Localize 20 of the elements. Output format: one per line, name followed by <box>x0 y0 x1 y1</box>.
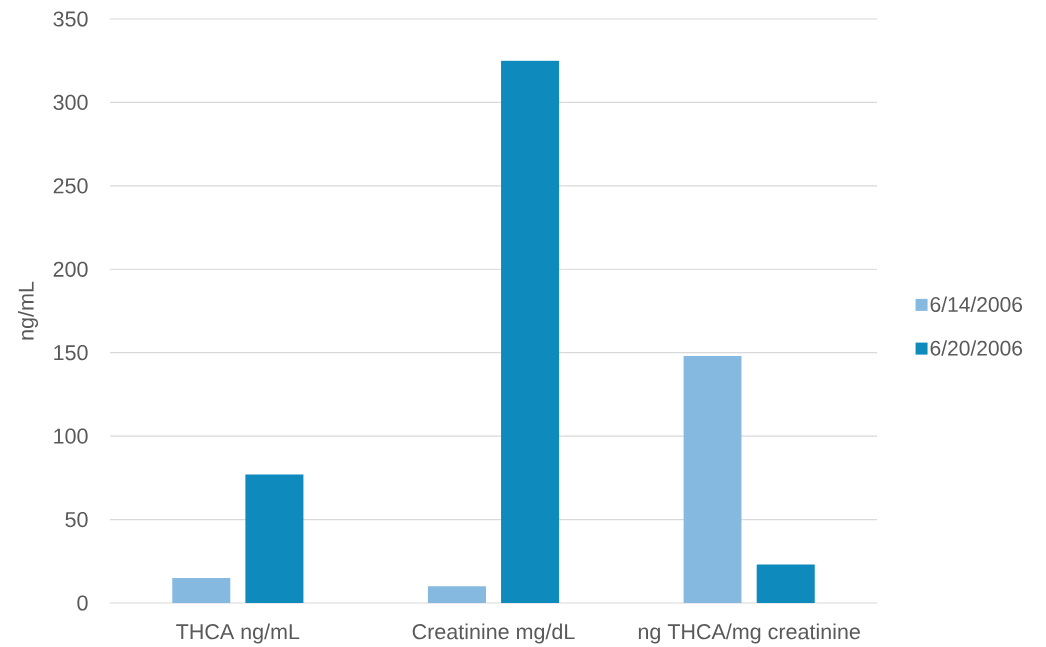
bar <box>756 564 815 603</box>
y-tick-label: 0 <box>77 595 88 611</box>
bar <box>427 586 486 603</box>
bar <box>172 577 231 603</box>
y-tick-label: 150 <box>54 345 88 361</box>
y-tick-label: 50 <box>65 511 88 528</box>
legend-label: 6/14/2006 <box>930 296 1023 312</box>
y-axis-title: ng/mL <box>17 281 39 340</box>
y-tick-label: 250 <box>53 178 88 194</box>
y-tick-label: 350 <box>53 11 88 27</box>
x-tick-label: ng THCA/mg creatinine <box>638 623 860 644</box>
legend-label: 6/20/2006 <box>930 340 1023 356</box>
y-tick-label: 300 <box>53 94 88 111</box>
bar <box>501 60 560 603</box>
bar <box>683 356 742 603</box>
x-tick-label: THCA ng/mL <box>176 623 300 644</box>
bar <box>245 474 304 603</box>
y-tick-label: 100 <box>54 428 88 444</box>
x-tick-label: Creatinine mg/dL <box>412 623 575 644</box>
y-tick-label: 200 <box>53 261 88 277</box>
